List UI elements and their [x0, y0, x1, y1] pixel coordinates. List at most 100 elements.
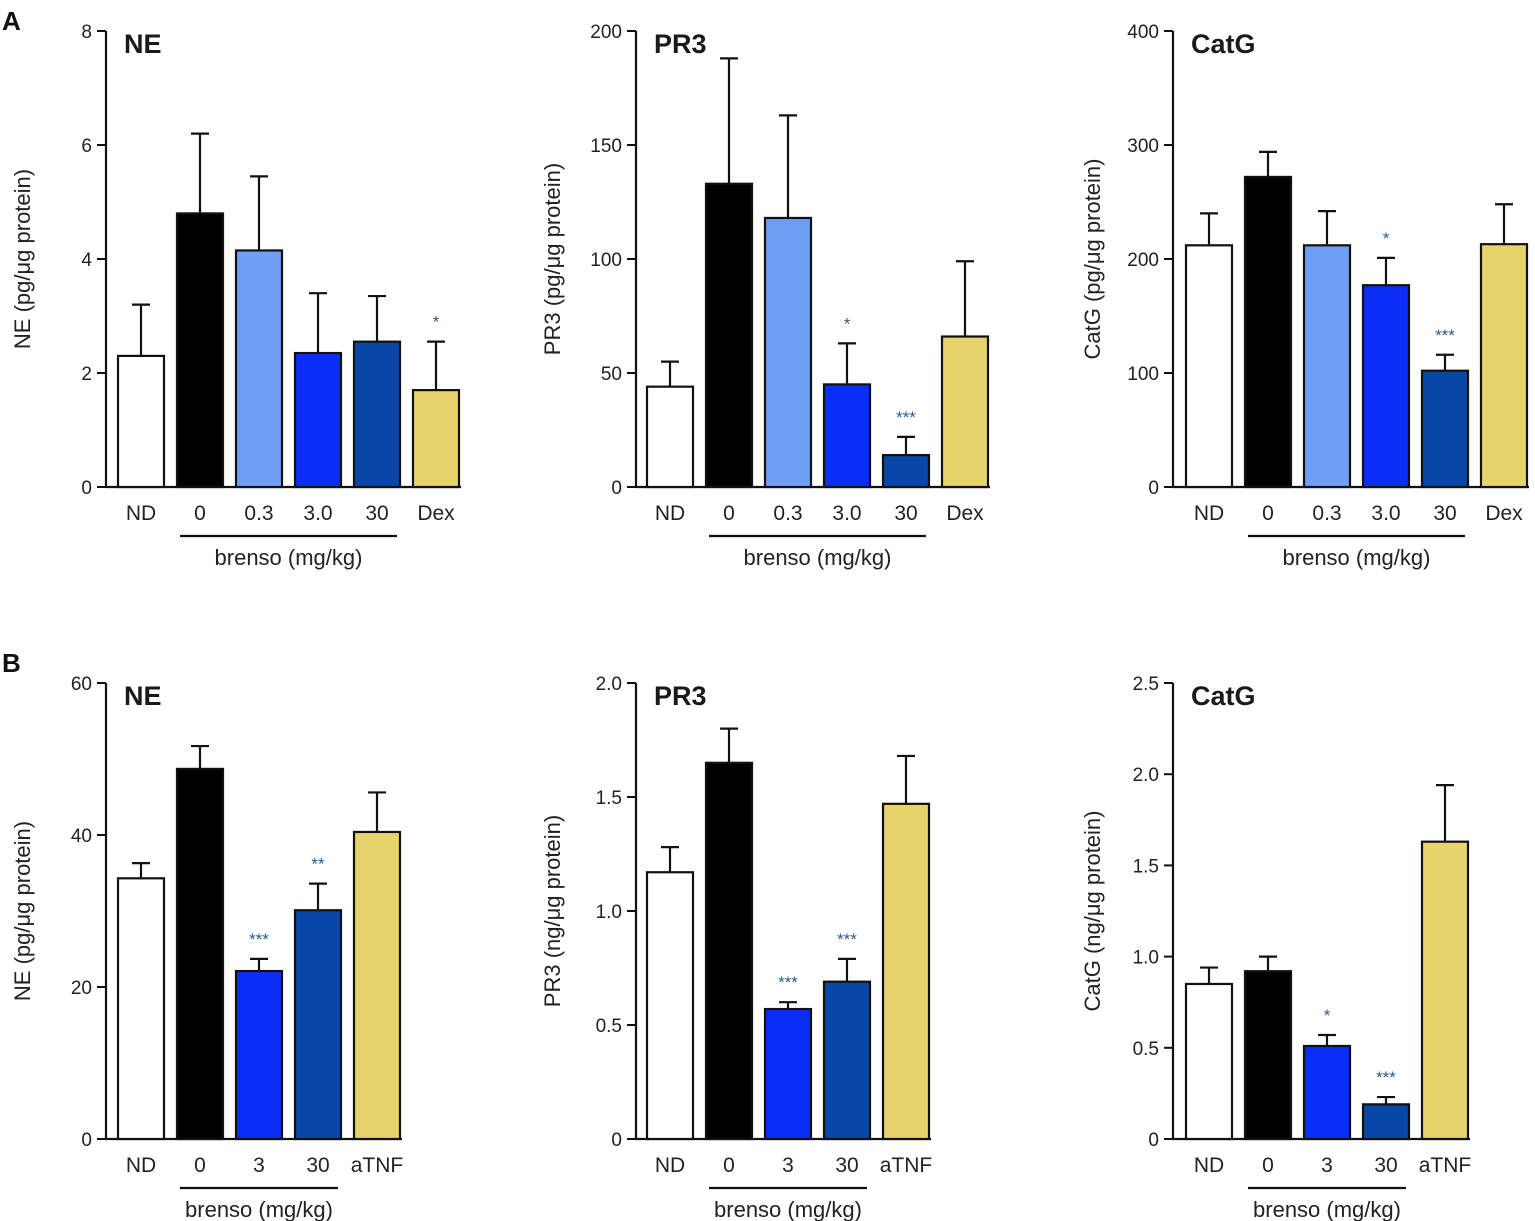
bar-ND [645, 385, 695, 489]
group-label: brenso (mg/kg) [744, 545, 892, 570]
significance-marker: *** [896, 408, 916, 427]
x-tick-label: ND [126, 1154, 156, 1177]
bar-30 [1420, 369, 1470, 489]
x-tick-label: 3.0 [303, 502, 332, 525]
x-tick-label: 3.0 [1371, 502, 1400, 525]
significance-marker: *** [1435, 326, 1455, 345]
bar-0 [704, 761, 754, 1141]
bar-ND [1184, 982, 1234, 1141]
x-tick-label: Dex [417, 502, 455, 525]
y-tick-label: 100 [590, 250, 622, 271]
y-axis-label: PR3 (pg/μg protein) [540, 163, 565, 355]
y-tick-label: 300 [1127, 136, 1159, 157]
x-tick-label: ND [655, 1154, 685, 1177]
bar-30 [881, 453, 931, 489]
bar-Dex [940, 335, 990, 489]
significance-marker: * [1383, 229, 1390, 248]
y-tick-label: 400 [1127, 22, 1159, 43]
x-tick-label: aTNF [1419, 1154, 1472, 1177]
x-tick-label: 3.0 [832, 502, 861, 525]
x-tick-label: 0.3 [773, 502, 802, 525]
bar-0 [1243, 175, 1293, 489]
y-tick-label: 0 [81, 1130, 92, 1151]
x-tick-label: 0 [1262, 1154, 1274, 1177]
x-tick-label: 0 [1262, 502, 1274, 525]
bar-3.0 [1361, 284, 1411, 489]
bar-ND [645, 871, 695, 1141]
bar-3 [763, 1007, 813, 1141]
bar-3.0 [822, 383, 872, 489]
bar-30 [822, 980, 872, 1141]
chart-b-pr3: PR3 0 0.5 1.0 1.5 2.0 PR3 (ng/μg protein) ND 0 **… [540, 674, 932, 1221]
y-tick-label: 4 [81, 250, 92, 271]
significance-marker: * [433, 313, 440, 332]
x-tick-label: 3 [253, 1154, 265, 1177]
x-tick-label: Dex [1485, 502, 1523, 525]
x-tick-label: 30 [894, 502, 917, 525]
bar-ND [116, 877, 166, 1141]
bar-aTNF [352, 830, 402, 1141]
bar-30 [1361, 1103, 1411, 1141]
y-tick-label: 100 [1127, 364, 1159, 385]
bar-Dex [411, 389, 461, 489]
x-tick-label: 0.3 [1312, 502, 1341, 525]
y-axis-label: CatG (ng/μg protein) [1080, 811, 1105, 1012]
significance-marker: *** [778, 973, 798, 992]
y-tick-label: 2.0 [596, 674, 622, 695]
chart-b-catg: CatG 0 0.5 1.0 1.5 2.0 2.5 CatG (ng/μg protein)… [1080, 674, 1471, 1221]
bar-3 [234, 969, 284, 1141]
x-tick-label: 0.3 [244, 502, 273, 525]
significance-marker: * [1324, 1006, 1331, 1025]
bar-3.0 [293, 351, 343, 489]
bar-30 [352, 340, 402, 489]
x-tick-label: Dex [946, 502, 984, 525]
x-tick-label: 3 [1321, 1154, 1333, 1177]
chart-a-pr3: PR3 0 50 100 150 200 PR3 (pg/μg protein) ND 0 0.3… [540, 22, 990, 570]
y-tick-label: 1.5 [1133, 856, 1159, 877]
x-tick-label: 30 [1374, 1154, 1397, 1177]
significance-marker: *** [837, 930, 857, 949]
x-tick-label: aTNF [880, 1154, 933, 1177]
x-tick-label: 30 [306, 1154, 329, 1177]
group-label: brenso (mg/kg) [185, 1197, 333, 1221]
y-tick-label: 150 [590, 136, 622, 157]
y-tick-label: 200 [590, 22, 622, 43]
bar-0.3 [1302, 244, 1352, 489]
chart-title: PR3 [654, 681, 707, 711]
y-axis-label: NE (pg/μg protein) [10, 821, 35, 1001]
bar-aTNF [1420, 840, 1470, 1141]
significance-marker: ** [311, 855, 325, 874]
y-tick-label: 60 [71, 674, 92, 695]
y-tick-label: 50 [601, 364, 622, 385]
y-tick-label: 0.5 [596, 1016, 622, 1037]
x-tick-label: ND [126, 502, 156, 525]
bar-0 [704, 182, 754, 489]
y-axis-label: CatG (pg/μg protein) [1080, 159, 1105, 360]
y-axis-label: NE (pg/μg protein) [10, 169, 35, 349]
panel-label-b: B [2, 648, 21, 678]
significance-marker: *** [1376, 1068, 1396, 1087]
chart-title: CatG [1191, 29, 1256, 59]
x-tick-label: 0 [723, 1154, 735, 1177]
bar-0.3 [763, 216, 813, 489]
x-tick-label: 0 [723, 502, 735, 525]
x-tick-label: 0 [194, 502, 206, 525]
bar-ND [116, 354, 166, 489]
y-axis-label: PR3 (ng/μg protein) [540, 815, 565, 1007]
y-tick-label: 0 [611, 478, 622, 499]
y-tick-label: 0 [611, 1130, 622, 1151]
x-tick-label: aTNF [351, 1154, 404, 1177]
chart-title: PR3 [654, 29, 707, 59]
chart-title: NE [124, 681, 162, 711]
y-tick-label: 200 [1127, 250, 1159, 271]
y-tick-label: 0 [1148, 1130, 1159, 1151]
panel-label-a: A [2, 6, 21, 36]
y-tick-label: 0 [1148, 478, 1159, 499]
x-tick-label: ND [1194, 502, 1224, 525]
x-tick-label: 30 [1433, 502, 1456, 525]
y-tick-label: 0.5 [1133, 1039, 1159, 1060]
bar-30 [293, 909, 343, 1141]
y-tick-label: 1.0 [596, 902, 622, 923]
